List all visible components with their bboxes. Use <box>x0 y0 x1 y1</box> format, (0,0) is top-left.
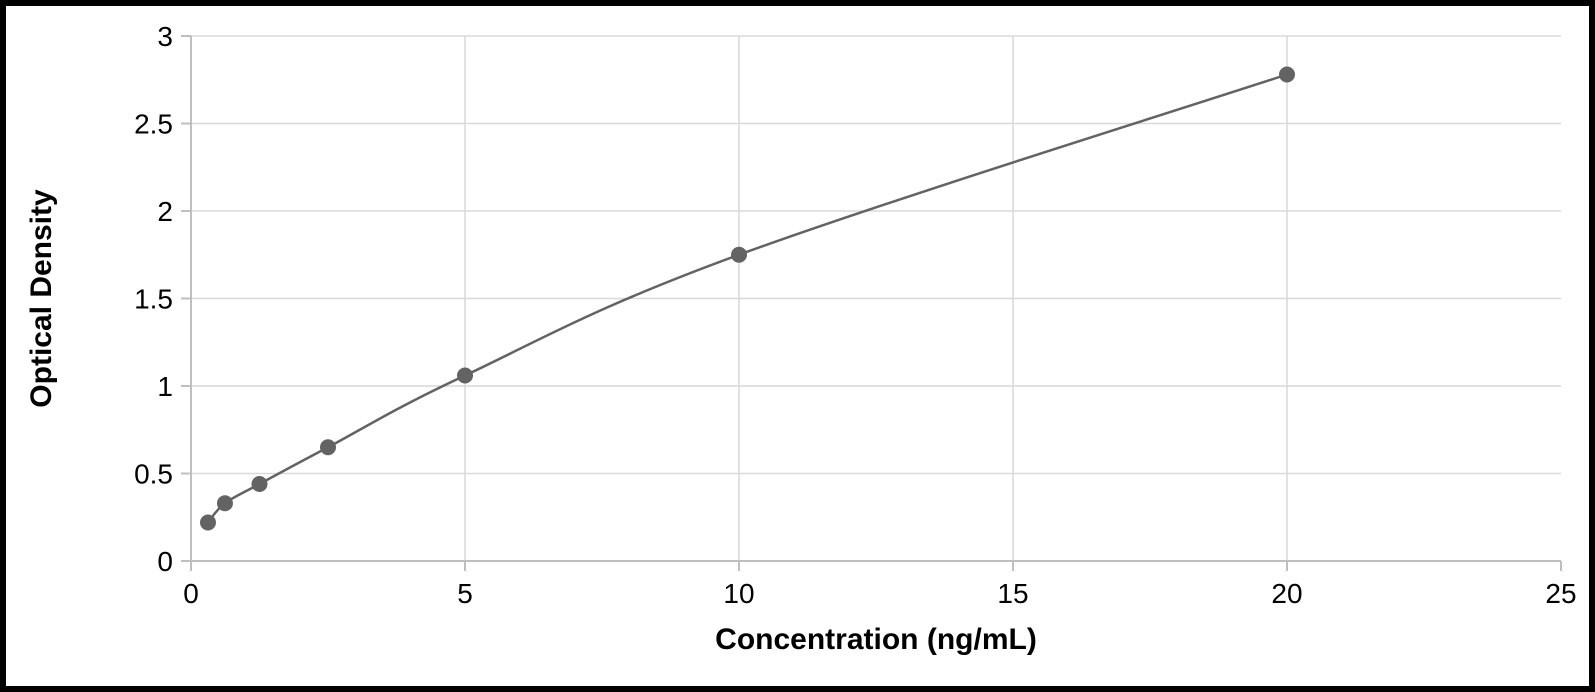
data-point <box>1279 67 1295 83</box>
data-point <box>200 515 216 531</box>
x-tick-label: 10 <box>723 578 754 609</box>
x-tick-label: 5 <box>457 578 473 609</box>
x-axis-label: Concentration (ng/mL) <box>715 623 1037 656</box>
data-point <box>320 439 336 455</box>
chart-frame: 0 5 10 15 20 25 0 0.5 1 1.5 2 2.5 3 Concentration (ng… <box>0 0 1595 692</box>
y-tick-label: 1.5 <box>134 283 173 314</box>
chart-container: 0 5 10 15 20 25 0 0.5 1 1.5 2 2.5 3 Concentration (ng… <box>6 6 1589 686</box>
data-point <box>731 247 747 263</box>
y-axis-label: Optical Density <box>25 189 58 408</box>
data-point <box>457 368 473 384</box>
y-tick-label: 0.5 <box>134 458 173 489</box>
y-tick-label: 2.5 <box>134 108 173 139</box>
data-point <box>252 476 268 492</box>
x-tick-label: 0 <box>183 578 199 609</box>
y-tick-label: 0 <box>157 546 173 577</box>
x-tick-label: 25 <box>1545 578 1576 609</box>
x-tick-label: 20 <box>1271 578 1302 609</box>
y-tick-label: 2 <box>157 196 173 227</box>
chart-svg: 0 5 10 15 20 25 0 0.5 1 1.5 2 2.5 3 Concentration (ng… <box>6 6 1589 686</box>
y-tick-label: 3 <box>157 21 173 52</box>
data-point <box>217 495 233 511</box>
y-tick-label: 1 <box>157 371 173 402</box>
x-tick-label: 15 <box>997 578 1028 609</box>
